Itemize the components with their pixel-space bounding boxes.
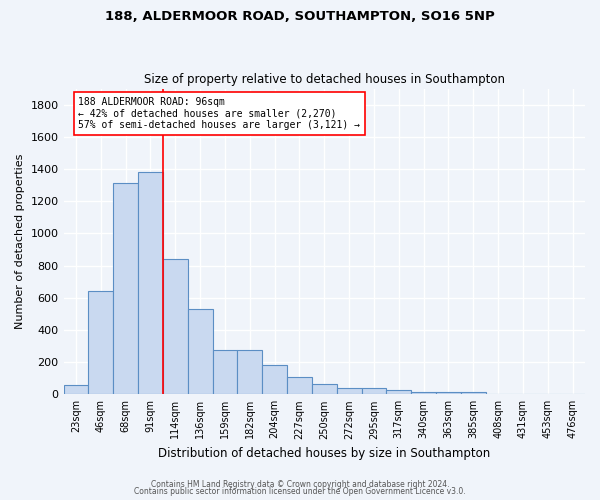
Text: 188, ALDERMOOR ROAD, SOUTHAMPTON, SO16 5NP: 188, ALDERMOOR ROAD, SOUTHAMPTON, SO16 5… [105, 10, 495, 23]
Bar [436, 392, 461, 394]
Bar [238, 350, 262, 395]
Bar [212, 350, 238, 395]
Bar [163, 259, 188, 394]
Text: Contains HM Land Registry data © Crown copyright and database right 2024.: Contains HM Land Registry data © Crown c… [151, 480, 449, 489]
Bar [287, 378, 312, 394]
X-axis label: Distribution of detached houses by size in Southampton: Distribution of detached houses by size … [158, 447, 490, 460]
Bar [262, 364, 287, 394]
Bar [88, 290, 113, 395]
Bar [386, 390, 411, 394]
Bar [337, 388, 362, 394]
Bar [138, 172, 163, 394]
Bar [461, 392, 485, 394]
Title: Size of property relative to detached houses in Southampton: Size of property relative to detached ho… [144, 73, 505, 86]
Text: 188 ALDERMOOR ROAD: 96sqm
← 42% of detached houses are smaller (2,270)
57% of se: 188 ALDERMOOR ROAD: 96sqm ← 42% of detac… [79, 96, 361, 130]
Text: Contains public sector information licensed under the Open Government Licence v3: Contains public sector information licen… [134, 487, 466, 496]
Y-axis label: Number of detached properties: Number of detached properties [15, 154, 25, 329]
Bar [113, 184, 138, 394]
Bar [312, 384, 337, 394]
Bar [188, 309, 212, 394]
Bar [64, 386, 88, 394]
Bar [362, 388, 386, 394]
Bar [411, 392, 436, 394]
